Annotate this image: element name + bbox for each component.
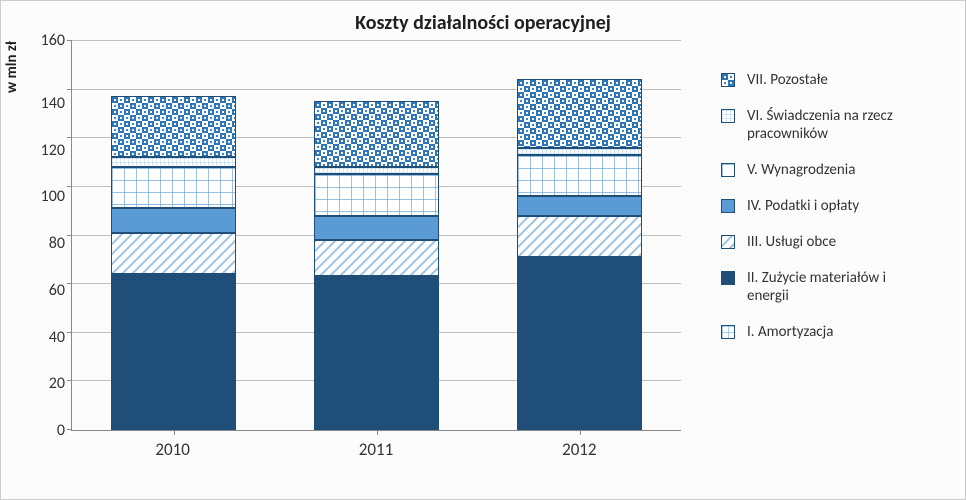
bar-segment-V [314,174,439,215]
x-tick-mark [580,430,581,435]
legend-item: V. Wynagrodzenia [721,161,945,179]
legend-item: VI. Świadczenia na rzecz pracowników [721,107,945,143]
y-tick-label: 120 [41,143,65,159]
chart-body: w mln zł 160140120100806040200 201020112… [1,41,965,471]
bar-segment-IV [111,208,236,232]
y-tick-label: 80 [49,236,65,252]
y-tick-label: 100 [41,189,65,205]
legend-swatch [721,163,735,177]
legend-label: I. Amortyzacja [747,323,833,341]
legend-item: VII. Pozostałe [721,71,945,89]
plot-wrap: 160140120100806040200 201020112012 [23,41,681,471]
bar-segment-III [111,233,236,274]
bars-group [72,41,681,430]
bar-segment-VII [517,79,642,147]
bar-segment-I [314,428,439,430]
bar-segment-I [517,428,642,430]
chart-container: Koszty działalności operacyjnej w mln zł… [0,0,966,500]
x-tick-label: 2010 [110,439,235,460]
legend-label: III. Usługi obce [747,233,836,251]
y-tick-label: 20 [49,376,65,392]
bar [314,101,439,430]
legend-item: IV. Podatki i opłaty [721,197,945,215]
bar-segment-I [111,428,236,430]
y-tick-label: 140 [41,96,65,112]
legend-label: VI. Świadczenia na rzecz pracowników [747,107,927,143]
bar-segment-IV [314,216,439,240]
x-axis-labels: 2010 2011 2012 [71,439,681,460]
bar-segment-II [111,274,236,428]
bar-segment-VI [111,157,236,167]
bar-segment-III [314,240,439,277]
plot-row: 160140120100806040200 [23,41,681,431]
bar-segment-II [314,276,439,427]
bar-segment-VII [314,101,439,167]
legend: VII. Pozostałe VI. Świadczenia na rzecz p… [681,41,965,471]
y-axis-label: w mln zł [1,41,23,471]
y-tick-label: 40 [49,330,65,346]
y-tick-label: 60 [49,283,65,299]
legend-swatch [721,271,735,285]
x-tick-label: 2012 [517,439,642,460]
y-axis-ticks: 160140120100806040200 [23,41,71,431]
bar-segment-VI [314,167,439,174]
bar-segment-III [517,216,642,257]
legend-item: III. Usługi obce [721,233,945,251]
x-tick-label: 2011 [313,439,438,460]
y-tick-label: 160 [41,33,65,49]
legend-swatch [721,199,735,213]
legend-swatch [721,325,735,339]
legend-label: II. Zużycie materiałów i energii [747,269,927,305]
x-tick-mark [174,430,175,435]
bar-segment-II [517,257,642,428]
legend-label: IV. Podatki i opłaty [747,197,859,215]
x-tick-mark [377,430,378,435]
bar-segment-V [111,167,236,208]
bar-segment-VII [111,96,236,157]
legend-item: II. Zużycie materiałów i energii [721,269,945,305]
plot-area [71,41,681,431]
bar-segment-VI [517,148,642,155]
legend-swatch [721,235,735,249]
legend-label: V. Wynagrodzenia [747,161,855,179]
legend-swatch [721,73,735,87]
bar-segment-V [517,155,642,196]
y-tick-label: 0 [57,423,65,439]
legend-label: VII. Pozostałe [747,71,828,89]
bar-segment-IV [517,196,642,216]
legend-swatch [721,109,735,123]
legend-item: I. Amortyzacja [721,323,945,341]
bar [111,96,236,430]
bar [517,79,642,430]
chart-title: Koszty działalności operacyjnej [1,11,965,35]
